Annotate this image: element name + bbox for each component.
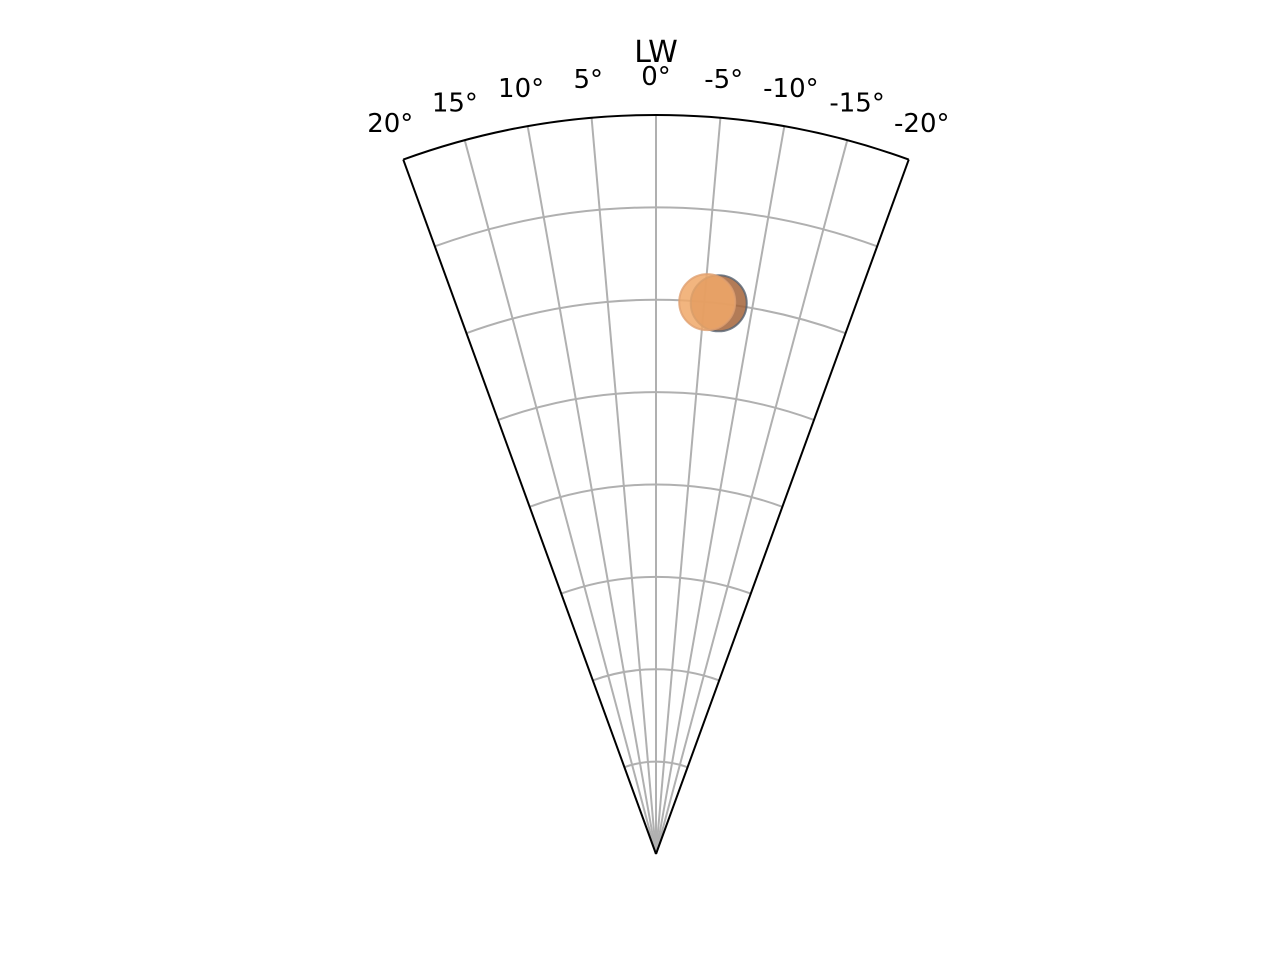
- theta-tick-label: -10°: [763, 74, 818, 104]
- r-gridline: [497, 391, 815, 421]
- theta-tick-label: 10°: [498, 74, 544, 104]
- data-point: [678, 273, 737, 332]
- theta-tick-label: 20°: [367, 109, 413, 139]
- sector-edge-right: [655, 159, 910, 855]
- theta-tick-label: 5°: [574, 65, 604, 95]
- r-gridline: [434, 206, 878, 248]
- r-gridline: [529, 483, 783, 508]
- theta-tick-label: -5°: [704, 65, 743, 95]
- r-gridline: [560, 575, 752, 595]
- r-gridline: [592, 668, 720, 682]
- axes-frame: [402, 114, 910, 855]
- grid-layer: [434, 115, 878, 855]
- data-points: [678, 273, 748, 333]
- theta-tick-label: 0°: [641, 62, 671, 92]
- theta-tick-label: -15°: [829, 88, 884, 118]
- chart-title: LW: [634, 35, 678, 70]
- sector-edge-left: [402, 159, 657, 855]
- theta-tick-label: -20°: [894, 109, 949, 139]
- r-gridline: [624, 760, 688, 769]
- sector-outer-arc: [402, 114, 910, 161]
- theta-tick-labels: 20° 15° 10° 5° 0° -5° -10° -15° -20°: [367, 62, 949, 139]
- r-gridline: [466, 298, 846, 335]
- theta-tick-label: 15°: [432, 88, 478, 118]
